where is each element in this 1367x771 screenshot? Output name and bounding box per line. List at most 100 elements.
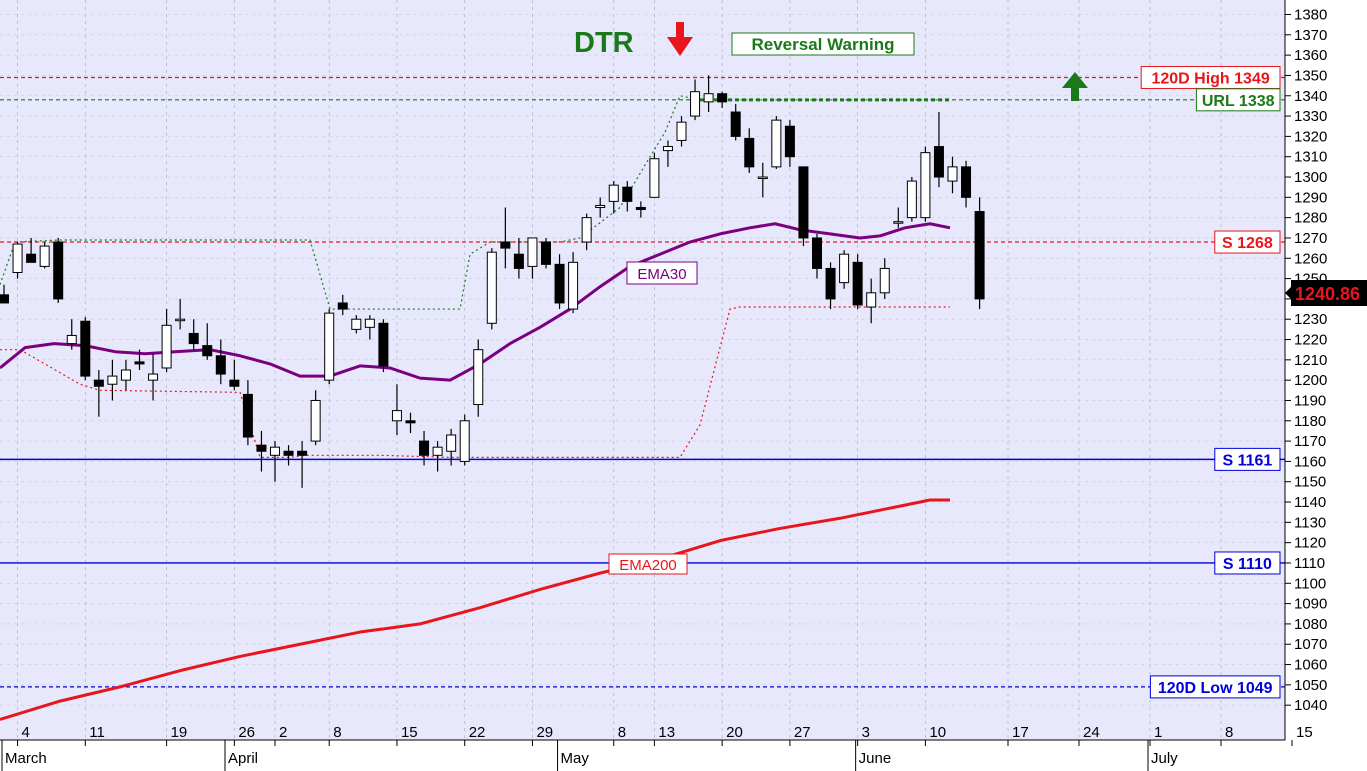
candle <box>906 177 917 222</box>
candle <box>26 237 37 263</box>
level-label: 120D Low 1049 <box>1158 680 1273 697</box>
ema-line <box>0 222 951 382</box>
candle <box>920 146 931 222</box>
y-tick-label: 1310 <box>1294 149 1327 166</box>
x-tick-label: 3 <box>862 724 870 741</box>
candle <box>839 250 850 289</box>
plot-background <box>0 0 1285 740</box>
candle <box>961 160 972 208</box>
y-tick-label: 1230 <box>1294 311 1327 328</box>
y-tick-label: 1140 <box>1294 494 1326 511</box>
candle <box>39 242 50 269</box>
candle <box>297 441 308 488</box>
y-tick-label: 1330 <box>1294 108 1327 125</box>
candle <box>459 414 470 466</box>
y-tick-label: 1190 <box>1294 392 1326 409</box>
candle <box>473 339 484 417</box>
candle <box>595 197 606 218</box>
candle <box>662 140 673 167</box>
level-label-box <box>1214 230 1281 254</box>
x-tick-label: 15 <box>1296 724 1313 741</box>
candle <box>676 116 687 147</box>
ema30-label-box <box>626 261 698 285</box>
candle <box>93 369 104 417</box>
reversal-warning-box <box>731 32 915 56</box>
y-tick-label: 1120 <box>1294 535 1326 552</box>
candle <box>324 309 335 385</box>
candle <box>188 319 199 350</box>
x-tick-label: 13 <box>658 724 675 741</box>
candle <box>202 323 213 360</box>
candle <box>446 428 457 466</box>
x-tick-label: 8 <box>1225 724 1233 741</box>
current-price-tag: 1240.86 <box>1285 280 1367 306</box>
x-tick-label: 15 <box>401 724 418 741</box>
candle <box>486 248 497 330</box>
down-arrow-icon <box>667 22 693 56</box>
month-label: July <box>1151 750 1178 767</box>
candle <box>608 181 619 214</box>
candle <box>378 319 389 373</box>
y-axis: 1040 1050 1060 1070 1080 1090 1100 1110 1120 1130… <box>1284 0 1367 740</box>
candle <box>541 237 551 269</box>
level-label-box <box>1195 88 1281 112</box>
y-tick-label: 1290 <box>1294 189 1327 206</box>
candle <box>12 242 23 279</box>
candle <box>120 359 131 391</box>
moving-average-lines <box>0 222 951 721</box>
candle <box>0 284 9 304</box>
candle <box>337 294 348 316</box>
y-tick-label: 1110 <box>1294 555 1325 572</box>
month-label: June <box>859 750 892 767</box>
candle <box>852 254 863 310</box>
candle <box>405 412 416 433</box>
y-tick-label: 1350 <box>1294 67 1327 84</box>
grid-lines <box>0 0 1293 740</box>
candle <box>391 384 402 435</box>
y-tick-label: 1380 <box>1294 7 1327 24</box>
candle <box>527 237 538 279</box>
y-tick-label: 1040 <box>1294 697 1327 714</box>
candle <box>161 309 172 373</box>
candle <box>310 390 321 446</box>
candle <box>351 315 362 334</box>
candle <box>933 112 944 188</box>
level-labels: 120D High 1349 URL 1338 S 1268 S 1161 S 1110… <box>1140 65 1281 699</box>
level-label: S 1161 <box>1222 452 1272 469</box>
x-axis-background <box>0 740 1367 771</box>
candle <box>784 120 795 167</box>
x-axis: 4 11 19 26 2 8 15 22 29 8 13 20 27 3 10 17 24 1 8 15 March Ap… <box>0 724 1313 771</box>
trailing-stop-line <box>0 306 950 458</box>
x-tick-label: 22 <box>469 724 486 741</box>
y-tick-label: 1320 <box>1294 128 1327 145</box>
level-label: 120D High 1349 <box>1151 70 1269 87</box>
x-tick-label: 27 <box>794 724 811 741</box>
month-label: March <box>5 750 47 767</box>
ema200-label-box <box>608 553 688 575</box>
candle <box>175 298 186 330</box>
candle <box>419 430 430 466</box>
ema30-label: EMA30 <box>637 266 686 283</box>
dtr-signal-label: DTR <box>574 27 634 59</box>
y-tick-label: 1080 <box>1294 616 1327 633</box>
y-tick-label: 1300 <box>1294 169 1327 186</box>
candle <box>974 197 985 310</box>
y-tick-label: 1100 <box>1294 575 1326 592</box>
x-tick-label: 4 <box>22 724 30 741</box>
candle <box>80 317 91 381</box>
candle <box>568 252 579 314</box>
y-tick-label: 1070 <box>1294 636 1327 653</box>
x-tick-label: 11 <box>89 724 105 741</box>
month-label: April <box>228 750 258 767</box>
y-tick-label: 1280 <box>1294 210 1327 227</box>
y-tick-label: 1170 <box>1294 433 1326 450</box>
candle <box>229 359 240 391</box>
x-tick-label: 2 <box>279 724 287 741</box>
candle <box>107 359 118 401</box>
candle <box>554 254 565 310</box>
x-tick-label: 8 <box>618 724 626 741</box>
candle <box>690 79 701 121</box>
candle <box>703 75 714 113</box>
y-tick-label: 1160 <box>1294 453 1326 470</box>
